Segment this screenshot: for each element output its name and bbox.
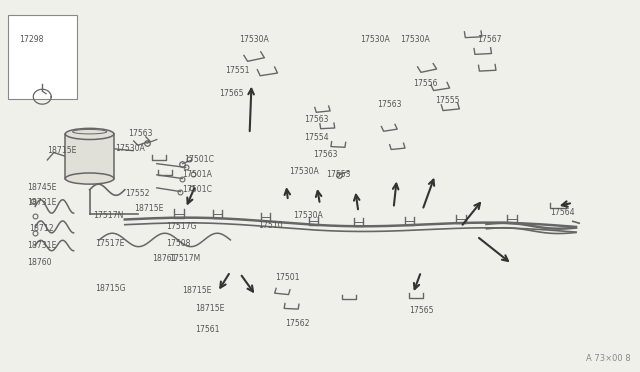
Text: 17565: 17565 — [219, 89, 243, 97]
Text: 17501C: 17501C — [182, 185, 212, 194]
Text: 17517N: 17517N — [93, 211, 123, 220]
Ellipse shape — [65, 128, 114, 140]
Text: 18715E: 18715E — [47, 146, 76, 155]
Text: 17551: 17551 — [225, 66, 250, 75]
Text: 17554: 17554 — [304, 133, 328, 142]
Text: 18715G: 18715G — [95, 284, 125, 293]
Text: 17563: 17563 — [314, 150, 338, 159]
Text: 18715E: 18715E — [195, 304, 225, 313]
Text: 17298: 17298 — [19, 35, 44, 44]
Text: 17501: 17501 — [275, 273, 300, 282]
Text: 17530A: 17530A — [293, 211, 323, 220]
Text: 17567: 17567 — [477, 35, 501, 44]
Text: 17510: 17510 — [259, 221, 283, 230]
Text: 17552: 17552 — [125, 189, 149, 198]
Text: 18745E: 18745E — [27, 183, 56, 192]
Text: 17562: 17562 — [285, 319, 309, 328]
Text: 17553: 17553 — [326, 170, 351, 179]
Text: 17563: 17563 — [378, 100, 402, 109]
Text: 17564: 17564 — [550, 208, 575, 217]
Text: 17565: 17565 — [410, 306, 434, 315]
Ellipse shape — [65, 173, 114, 184]
Text: 17501C: 17501C — [184, 155, 214, 164]
Text: 17517E: 17517E — [95, 239, 124, 248]
Text: 17517M: 17517M — [170, 254, 201, 263]
Text: A 73×00 8: A 73×00 8 — [586, 354, 630, 363]
Text: 17556: 17556 — [413, 79, 437, 88]
Text: 18761: 18761 — [152, 254, 177, 263]
Text: 17530A: 17530A — [289, 167, 319, 176]
Text: 17530A: 17530A — [400, 35, 429, 44]
Text: 17517G: 17517G — [166, 222, 197, 231]
Text: 17530A: 17530A — [115, 144, 145, 153]
Text: 18731E: 18731E — [27, 241, 56, 250]
Text: 17530A: 17530A — [360, 35, 390, 44]
Text: 17555: 17555 — [435, 96, 460, 105]
Text: 18715E: 18715E — [134, 204, 164, 213]
Bar — [8, 15, 77, 99]
Text: 17530A: 17530A — [239, 35, 268, 44]
Text: 17561: 17561 — [195, 325, 220, 334]
Text: 17563: 17563 — [304, 115, 328, 124]
Text: 18731E: 18731E — [27, 198, 56, 207]
Text: 17563: 17563 — [128, 129, 152, 138]
Text: 17501A: 17501A — [182, 170, 212, 179]
Text: 17508: 17508 — [166, 239, 191, 248]
Bar — [65, 134, 114, 179]
Text: 18760: 18760 — [27, 258, 51, 267]
Text: 18712: 18712 — [29, 224, 53, 233]
Text: 18715E: 18715E — [182, 286, 212, 295]
